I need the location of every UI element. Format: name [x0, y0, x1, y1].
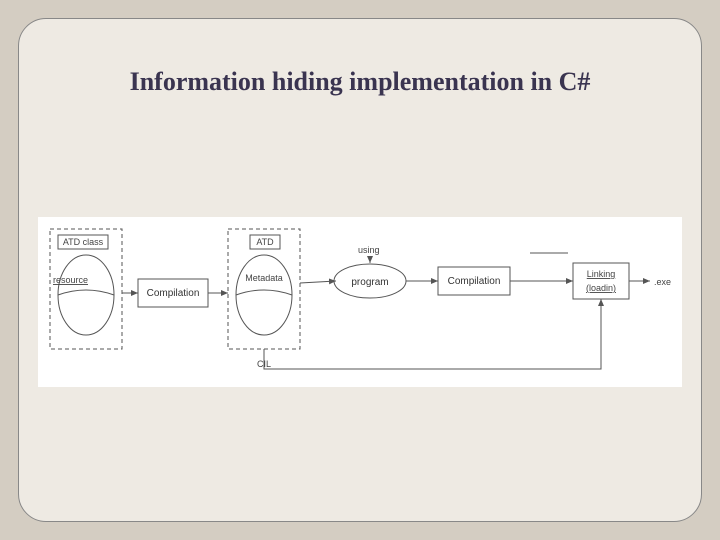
- using-label: using: [358, 245, 380, 255]
- atd-ellipse: [236, 255, 292, 335]
- slide-frame: Information hiding implementation in C# …: [18, 18, 702, 522]
- flowchart-svg: ATD class resource Compilation ATD Metad…: [38, 217, 720, 387]
- atd-class-label: ATD class: [63, 237, 104, 247]
- diagram-area: ATD class resource Compilation ATD Metad…: [38, 217, 682, 387]
- compilation-2-label: Compilation: [448, 276, 501, 287]
- slide-title: Information hiding implementation in C#: [19, 67, 701, 97]
- metadata-label: Metadata: [245, 273, 283, 283]
- atd-box: [228, 229, 300, 349]
- edge-bottom-long: [264, 299, 601, 369]
- linking-label-1: Linking: [587, 269, 616, 279]
- atd-waist: [236, 290, 292, 295]
- exe-label: .exe: [654, 277, 671, 287]
- atd-label: ATD: [256, 237, 274, 247]
- atd-class-box: [50, 229, 122, 349]
- resource-label: resource: [53, 275, 88, 285]
- atd-class-waist: [58, 290, 114, 295]
- linking-label-2: (loadin): [586, 283, 616, 293]
- program-label: program: [351, 277, 388, 288]
- compilation-1-label: Compilation: [147, 288, 200, 299]
- atd-class-ellipse: [58, 255, 114, 335]
- edge-3: [300, 281, 336, 283]
